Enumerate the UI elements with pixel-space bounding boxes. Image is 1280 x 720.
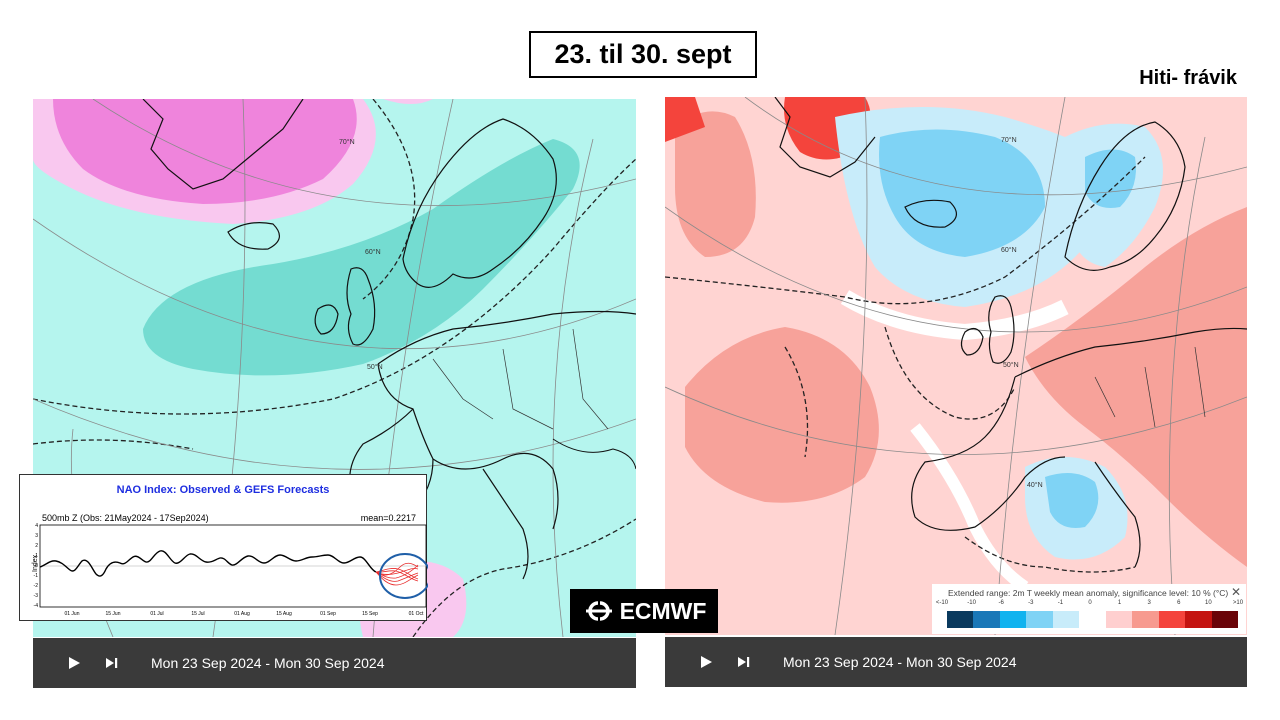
play-button[interactable]	[65, 654, 83, 672]
legend-label: 1	[1117, 600, 1122, 606]
nao-xtick: 15 Jul	[191, 611, 204, 617]
skip-next-button[interactable]	[735, 653, 753, 671]
nao-ytick: 3	[35, 533, 38, 539]
nao-ytick: 1	[35, 553, 38, 559]
nao-chart-mean: mean=0.2217	[360, 513, 416, 523]
nao-ytick: -1	[34, 573, 39, 579]
legend-swatch	[1052, 611, 1080, 628]
temperature-anomaly-heading: Hiti- frávik	[1139, 67, 1237, 89]
legend-label: >10	[1232, 600, 1244, 606]
nao-xtick: 01 Oct	[409, 611, 424, 617]
slide-title: 23. til 30. sept	[529, 31, 757, 78]
date-range-label: Mon 23 Sep 2024 - Mon 30 Sep 2024	[151, 655, 385, 671]
legend-color-bar	[947, 611, 1238, 628]
legend-swatch	[1026, 611, 1053, 628]
legend-swatch	[947, 611, 974, 628]
legend-label: -10	[967, 600, 976, 606]
nao-forecast-ensemble	[375, 562, 419, 586]
lat-label-60n: 60°N	[1001, 246, 1017, 254]
nao-xtick: 01 Aug	[234, 611, 250, 617]
lat-label-40n: 40°N	[1027, 481, 1043, 489]
legend-label: -1	[1057, 600, 1064, 606]
lat-label-70n: 70°N	[339, 138, 355, 146]
right-map-player: Mon 23 Sep 2024 - Mon 30 Sep 2024	[665, 637, 1247, 687]
nao-xtick: 01 Sep	[320, 611, 336, 617]
play-button[interactable]	[697, 653, 715, 671]
lat-label-50n: 50°N	[1003, 361, 1019, 369]
legend-label: -6	[998, 600, 1004, 606]
date-range-label: Mon 23 Sep 2024 - Mon 30 Sep 2024	[783, 654, 1017, 670]
nao-ytick: 4	[35, 523, 38, 529]
nao-chart-plot: Index 4 3 2 1 0 -1 -2 -3 -4 01 Jun 15 Ju…	[32, 523, 428, 617]
lat-label-70n: 70°N	[1001, 136, 1017, 144]
lat-label-50n: 50°N	[367, 363, 383, 371]
ecmwf-logo-icon	[585, 601, 612, 621]
nao-observed-line	[39, 550, 377, 577]
skip-next-icon	[106, 658, 118, 668]
lat-label-60n: 60°N	[365, 248, 381, 256]
nao-ylabel: Index	[32, 554, 39, 572]
play-icon	[69, 657, 80, 669]
nao-ytick: -3	[34, 593, 39, 599]
nao-ytick: -2	[34, 583, 39, 589]
legend-swatch	[1211, 611, 1238, 628]
legend-label: 6	[1177, 600, 1181, 606]
nao-chart-subtitle: 500mb Z (Obs: 21May2024 - 17Sep2024)	[42, 513, 209, 523]
legend-swatch	[973, 611, 1000, 628]
nao-xtick: 15 Aug	[276, 611, 292, 617]
legend-swatch	[1132, 611, 1159, 628]
nao-xtick: 01 Jul	[150, 611, 163, 617]
nao-chart-title: NAO Index: Observed & GEFS Forecasts	[116, 484, 330, 496]
ecmwf-logo: ECMWF	[570, 589, 718, 633]
forecast-highlight-circle	[379, 553, 428, 599]
legend-close-button[interactable]: ✕	[1230, 585, 1241, 599]
nao-xtick: 15 Sep	[362, 611, 378, 617]
legend-swatch	[1158, 611, 1186, 628]
temperature-anomaly-map: 70°N 60°N 50°N 40°N	[665, 97, 1247, 635]
legend-label: 0	[1088, 600, 1092, 606]
nao-index-chart: NAO Index: Observed & GEFS Forecasts 500…	[19, 474, 428, 621]
nao-ytick: 2	[35, 543, 38, 549]
play-icon	[701, 656, 712, 668]
legend-labels: <-10 -10 -6 -3 -1 0 1 3 6 10 >10	[936, 600, 1243, 610]
legend-swatch	[1185, 611, 1212, 628]
temperature-legend: Extended range: 2m T weekly mean anomaly…	[932, 584, 1246, 634]
nao-ytick: -4	[34, 603, 39, 609]
nao-xtick: 01 Jun	[64, 611, 79, 617]
skip-next-button[interactable]	[103, 654, 121, 672]
legend-swatch	[1105, 611, 1133, 628]
legend-label: -3	[1028, 600, 1034, 606]
ecmwf-logo-text: ECMWF	[619, 597, 707, 624]
legend-swatch	[1079, 611, 1106, 628]
legend-label: 3	[1147, 600, 1151, 606]
nao-ytick: 0	[35, 563, 38, 569]
legend-title: Extended range: 2m T weekly mean anomaly…	[948, 588, 1229, 598]
skip-next-icon	[738, 657, 750, 667]
legend-swatch	[999, 611, 1027, 628]
legend-label: 10	[1205, 600, 1212, 606]
nao-xtick: 15 Jun	[105, 611, 120, 617]
legend-label: <-10	[935, 600, 949, 606]
left-map-player: Mon 23 Sep 2024 - Mon 30 Sep 2024	[33, 638, 636, 688]
